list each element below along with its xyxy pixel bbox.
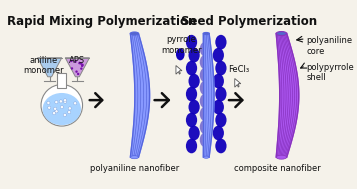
- Polygon shape: [203, 33, 214, 157]
- Polygon shape: [276, 33, 299, 157]
- Ellipse shape: [186, 139, 197, 153]
- Ellipse shape: [186, 113, 197, 127]
- Ellipse shape: [74, 60, 77, 63]
- Ellipse shape: [188, 100, 200, 114]
- Ellipse shape: [81, 64, 84, 66]
- Polygon shape: [235, 78, 241, 87]
- Ellipse shape: [81, 65, 83, 67]
- Ellipse shape: [213, 48, 224, 63]
- Ellipse shape: [188, 48, 200, 63]
- Ellipse shape: [203, 33, 209, 35]
- Text: pyrrole
monomer: pyrrole monomer: [161, 35, 201, 55]
- Ellipse shape: [54, 107, 57, 110]
- Ellipse shape: [200, 68, 211, 82]
- Ellipse shape: [47, 101, 50, 105]
- Ellipse shape: [60, 105, 64, 109]
- Ellipse shape: [200, 81, 211, 95]
- Ellipse shape: [41, 84, 82, 126]
- Ellipse shape: [48, 106, 51, 109]
- Ellipse shape: [213, 126, 224, 140]
- Polygon shape: [130, 33, 150, 157]
- Ellipse shape: [215, 61, 227, 75]
- Ellipse shape: [64, 100, 67, 103]
- Text: Rapid Mixing Polymerization: Rapid Mixing Polymerization: [7, 15, 196, 28]
- Ellipse shape: [59, 100, 62, 103]
- Ellipse shape: [176, 48, 185, 60]
- Bar: [57, 73, 66, 88]
- Ellipse shape: [276, 155, 287, 159]
- Ellipse shape: [71, 67, 73, 70]
- Text: polypyrrole
shell: polypyrrole shell: [307, 63, 354, 82]
- Ellipse shape: [188, 126, 200, 140]
- Ellipse shape: [75, 70, 78, 73]
- Ellipse shape: [200, 120, 211, 134]
- Text: aniline
monomer: aniline monomer: [23, 56, 64, 75]
- Ellipse shape: [80, 67, 82, 70]
- Ellipse shape: [200, 55, 211, 69]
- Ellipse shape: [68, 111, 71, 114]
- Ellipse shape: [186, 35, 197, 50]
- Ellipse shape: [213, 100, 224, 114]
- Ellipse shape: [78, 62, 81, 64]
- Ellipse shape: [130, 32, 139, 35]
- Ellipse shape: [52, 112, 56, 115]
- Ellipse shape: [276, 32, 287, 36]
- Ellipse shape: [63, 113, 66, 117]
- Ellipse shape: [215, 35, 227, 50]
- Ellipse shape: [200, 132, 211, 147]
- Ellipse shape: [74, 102, 77, 105]
- Ellipse shape: [64, 99, 67, 102]
- Ellipse shape: [80, 62, 82, 65]
- Ellipse shape: [203, 156, 209, 158]
- Polygon shape: [37, 58, 62, 77]
- Ellipse shape: [186, 61, 197, 75]
- Ellipse shape: [68, 107, 71, 110]
- Text: APS: APS: [69, 56, 85, 65]
- Text: Seed Polymerization: Seed Polymerization: [181, 15, 317, 28]
- Polygon shape: [65, 58, 90, 77]
- Ellipse shape: [200, 94, 211, 108]
- Text: polyaniline
core: polyaniline core: [307, 36, 353, 56]
- Ellipse shape: [188, 74, 200, 88]
- Ellipse shape: [55, 110, 58, 113]
- Text: FeCl₃: FeCl₃: [228, 65, 249, 74]
- Ellipse shape: [42, 93, 81, 125]
- Ellipse shape: [77, 73, 79, 75]
- Ellipse shape: [70, 60, 73, 62]
- Text: polyaniline nanofiber: polyaniline nanofiber: [90, 164, 179, 173]
- Ellipse shape: [215, 139, 227, 153]
- Ellipse shape: [213, 74, 224, 88]
- Ellipse shape: [55, 101, 58, 104]
- Ellipse shape: [200, 107, 211, 121]
- Ellipse shape: [186, 87, 197, 101]
- Ellipse shape: [215, 113, 227, 127]
- Ellipse shape: [200, 42, 211, 57]
- Ellipse shape: [215, 87, 227, 101]
- Polygon shape: [176, 66, 182, 74]
- Text: composite nanofiber: composite nanofiber: [234, 164, 321, 173]
- Ellipse shape: [130, 156, 139, 159]
